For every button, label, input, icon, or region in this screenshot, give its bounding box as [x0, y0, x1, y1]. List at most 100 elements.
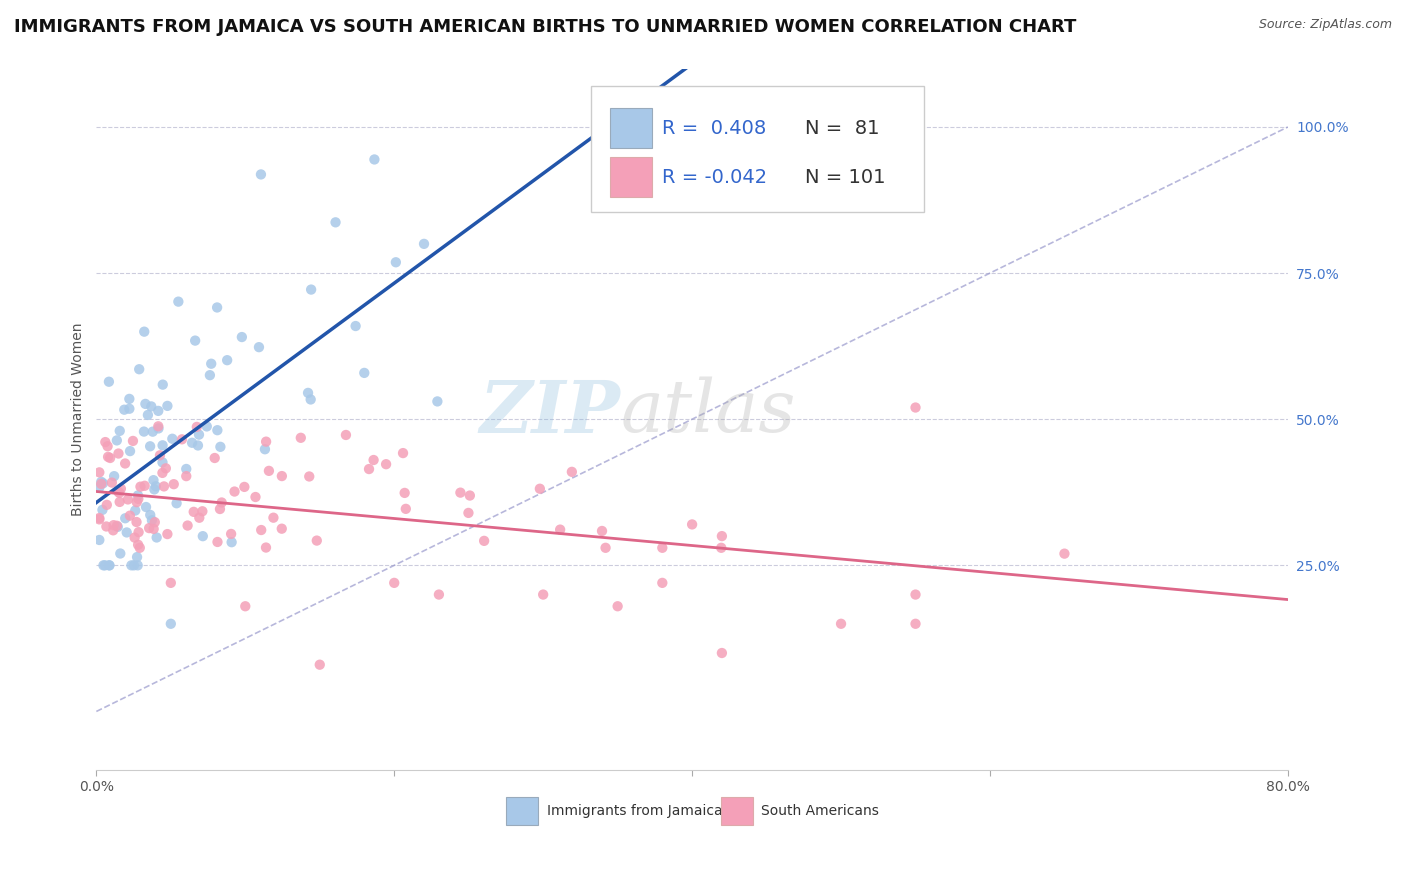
Point — [89, 466, 111, 480]
Point — [114, 511, 136, 525]
FancyBboxPatch shape — [721, 797, 752, 824]
Point — [94, 435, 117, 450]
Point — [904, 588, 927, 602]
Point — [96, 498, 118, 512]
Point — [335, 428, 357, 442]
Point — [89, 511, 111, 525]
FancyBboxPatch shape — [506, 797, 538, 824]
Point — [118, 508, 141, 523]
Point — [270, 522, 292, 536]
Point — [472, 533, 495, 548]
Point — [122, 558, 145, 573]
Point — [103, 469, 125, 483]
Point — [97, 450, 120, 464]
Point — [159, 575, 181, 590]
Point — [548, 523, 571, 537]
Point — [219, 527, 242, 541]
Point — [375, 457, 398, 471]
Point — [134, 325, 156, 339]
Point — [166, 496, 188, 510]
Y-axis label: Births to Unmarried Women: Births to Unmarried Women — [72, 323, 86, 516]
Point — [221, 535, 243, 549]
Point — [211, 495, 233, 509]
Point — [163, 477, 186, 491]
Point — [108, 486, 131, 500]
Point — [91, 503, 114, 517]
Point — [93, 558, 115, 573]
Point — [101, 524, 124, 538]
Point — [395, 501, 418, 516]
Point — [174, 462, 197, 476]
Point — [112, 402, 135, 417]
Point — [138, 521, 160, 535]
Point — [186, 420, 208, 434]
Point — [270, 469, 292, 483]
Point — [118, 401, 141, 416]
Point — [392, 446, 415, 460]
Point — [262, 510, 284, 524]
Point — [561, 465, 583, 479]
Point — [457, 506, 479, 520]
Point — [110, 547, 132, 561]
Point — [91, 476, 114, 491]
Point — [191, 529, 214, 543]
Point — [298, 469, 321, 483]
Point — [353, 366, 375, 380]
FancyBboxPatch shape — [610, 108, 651, 148]
Point — [152, 466, 174, 480]
Point — [142, 473, 165, 487]
Point — [156, 527, 179, 541]
Point — [1053, 547, 1076, 561]
Point — [97, 439, 120, 453]
Text: N = 101: N = 101 — [806, 168, 886, 186]
Point — [591, 524, 613, 538]
Point — [148, 419, 170, 434]
Point — [135, 500, 157, 514]
Point — [139, 439, 162, 453]
Point — [98, 450, 121, 465]
Point — [89, 533, 111, 547]
Point — [155, 461, 177, 475]
Point — [413, 236, 436, 251]
Point — [325, 215, 347, 229]
Point — [89, 512, 111, 526]
Point — [90, 475, 112, 489]
Point — [127, 491, 149, 506]
Point — [174, 469, 197, 483]
Point — [128, 362, 150, 376]
Point — [120, 558, 142, 573]
Point — [101, 475, 124, 490]
Point — [124, 503, 146, 517]
Point — [118, 444, 141, 458]
Point — [125, 495, 148, 509]
Point — [105, 518, 128, 533]
Point — [127, 538, 149, 552]
Point — [207, 535, 229, 549]
Point — [357, 462, 380, 476]
Point — [153, 479, 176, 493]
Point — [98, 558, 121, 573]
Point — [141, 400, 163, 414]
Point — [385, 255, 408, 269]
Text: N =  81: N = 81 — [806, 119, 880, 137]
Point — [98, 558, 121, 573]
FancyBboxPatch shape — [591, 86, 925, 212]
Point — [184, 334, 207, 348]
Point — [290, 431, 312, 445]
Point — [141, 513, 163, 527]
Point — [394, 486, 416, 500]
Text: R = -0.042: R = -0.042 — [662, 168, 768, 186]
Point — [117, 492, 139, 507]
Point — [363, 153, 385, 167]
Point — [651, 120, 673, 134]
Point — [254, 434, 277, 449]
Point — [257, 464, 280, 478]
Point — [129, 480, 152, 494]
Point — [136, 408, 159, 422]
Text: Source: ZipAtlas.com: Source: ZipAtlas.com — [1258, 18, 1392, 31]
Point — [103, 518, 125, 533]
Point — [247, 340, 270, 354]
Point — [110, 482, 132, 496]
Point — [382, 575, 405, 590]
Point — [224, 484, 246, 499]
